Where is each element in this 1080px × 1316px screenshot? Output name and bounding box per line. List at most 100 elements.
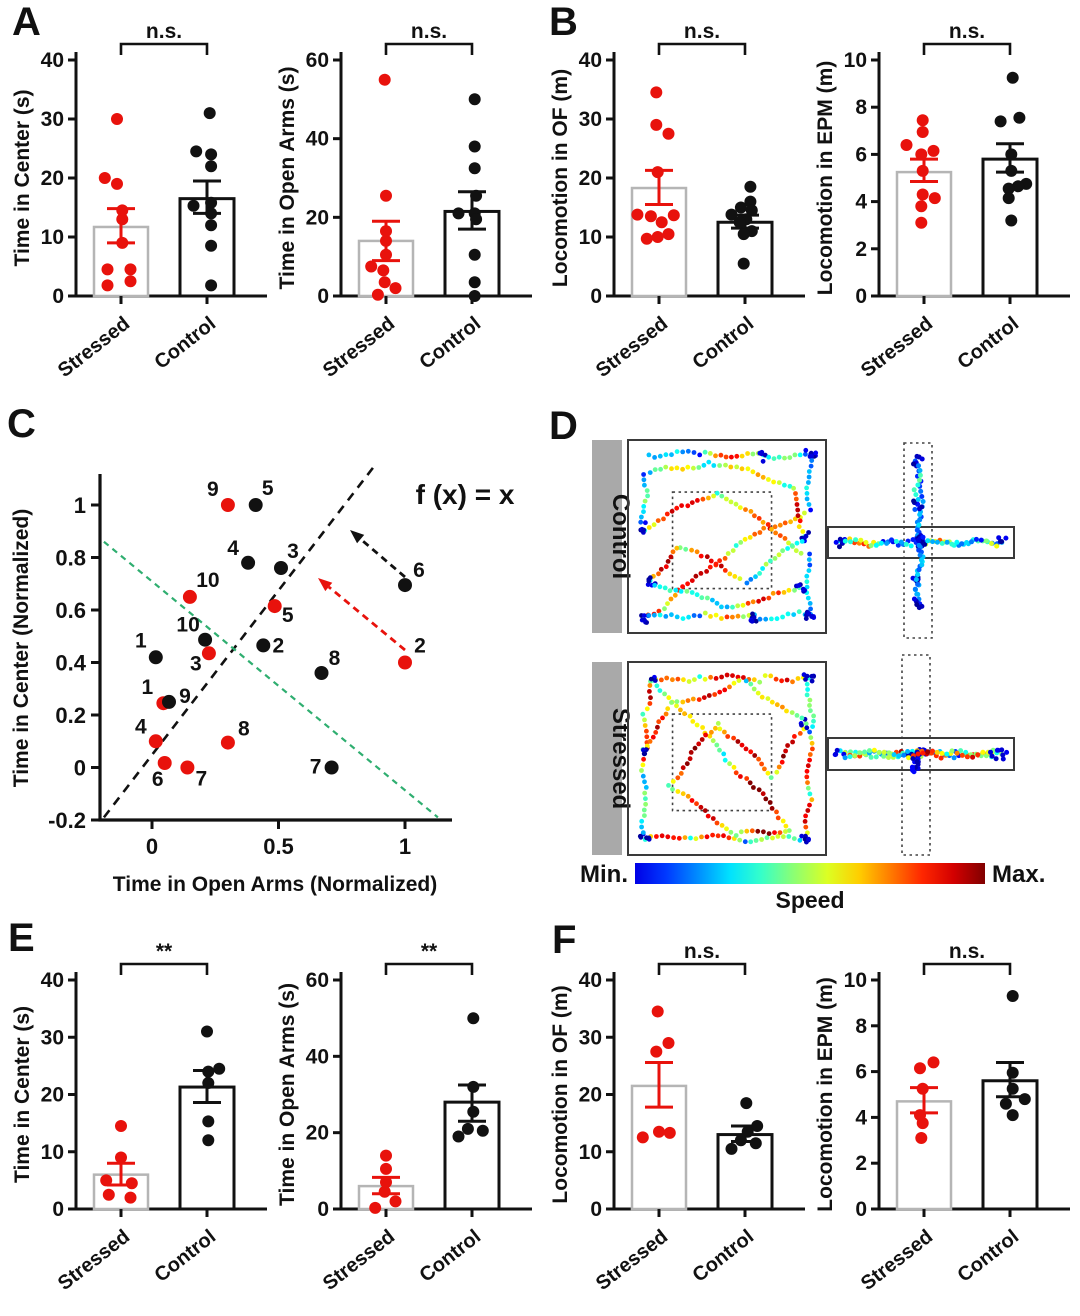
point-label: 3 [287, 540, 299, 563]
sig-label: n.s. [684, 20, 720, 43]
bar-chart: 0 2 4 6 8 10 Locomotion in EPM (m) Stressed Cont… [814, 20, 1070, 382]
sig-bracket [384, 962, 474, 975]
y-tick-label: 1 [74, 493, 86, 518]
y-tick-label: 20 [579, 1084, 602, 1107]
y-tick-label: 2 [855, 238, 867, 261]
category-label-stressed: Stressed [319, 313, 399, 382]
sig-label: n.s. [949, 940, 985, 963]
sig-label: n.s. [411, 20, 447, 43]
stressed-data-points [636, 1005, 676, 1144]
x-tick-label: 1 [399, 834, 411, 859]
point-label: 7 [196, 768, 208, 791]
panel-label-a: A [12, 0, 41, 44]
category-label-control: Control [416, 313, 486, 374]
bar-chart: 0 20 40 60 Time in Open Arms (s) Stressed Cont… [276, 20, 532, 382]
y-tick-label: 0.6 [55, 598, 86, 623]
y-tick-label: 0.2 [55, 703, 86, 728]
panel-a-chart-time-in-open-arms: 0 20 40 60 Time in Open Arms (s) Stressed Cont… [276, 20, 532, 382]
y-tick-label: 40 [306, 128, 329, 151]
control-data-points [452, 93, 483, 302]
category-label-control: Control [954, 313, 1024, 374]
y-tick-label: 0 [590, 285, 602, 308]
stressed-row-label: Stressed [607, 708, 634, 809]
trajectory-panel: Control Stressed Min. Max. Speed [580, 439, 1045, 913]
panel-label-c: C [7, 402, 36, 446]
bar-chart: 0 20 40 60 Time in Open Arms (s) Stressed Cont… [276, 940, 532, 1295]
bar-chart: 0 10 20 30 40 Locomotion in OF (m) Stressed Con… [549, 940, 805, 1295]
point-label: 10 [196, 569, 219, 592]
y-tick-label: -0.2 [48, 808, 86, 833]
stressed-open-field-box [627, 661, 827, 856]
sig-label: n.s. [949, 20, 985, 43]
bar-chart: 0 10 20 30 40 Time in Center (s) Stressed Contr… [11, 20, 267, 382]
sig-bracket [657, 962, 747, 975]
y-tick-label: 0 [317, 285, 329, 308]
sig-label: n.s. [684, 940, 720, 963]
colorbar-max-label: Max. [992, 861, 1045, 888]
y-tick-label: 10 [579, 226, 602, 249]
category-label-stressed: Stressed [857, 1226, 937, 1295]
y-axis-label: Time in Open Arms (s) [276, 983, 299, 1206]
y-tick-label: 30 [41, 1026, 64, 1049]
panel-b-chart-locomotion-epm: 0 2 4 6 8 10 Locomotion in EPM (m) Stressed Cont… [814, 20, 1070, 382]
y-axis-label: Time in Center (Normalized) [10, 509, 33, 788]
y-tick-label: 0 [590, 1198, 602, 1221]
sig-bracket [119, 962, 209, 975]
y-tick-label: 0.8 [55, 546, 86, 571]
sig-label: n.s. [146, 20, 182, 43]
y-axis-label: Time in Open Arms (s) [276, 67, 299, 290]
y-tick-label: 20 [306, 1122, 329, 1145]
sig-label: ** [156, 940, 173, 963]
control-bar [178, 1085, 236, 1211]
sig-bracket [384, 42, 474, 55]
identity-line [102, 464, 376, 819]
y-tick-label: 0 [855, 285, 867, 308]
control-data-points [994, 71, 1033, 227]
y-tick-label: 20 [306, 206, 329, 229]
y-tick-label: 4 [855, 191, 867, 214]
y-tick-label: 10 [41, 226, 64, 249]
category-label-stressed: Stressed [54, 1226, 134, 1295]
y-tick-label: 30 [41, 108, 64, 131]
control-of-trajectory [638, 447, 819, 625]
control-epm-open-arms [903, 442, 933, 639]
bar-chart: 0 10 20 30 40 Time in Center (s) Stressed Contr… [11, 940, 267, 1295]
control-data-points [999, 990, 1031, 1122]
panel-e-chart-time-in-open-arms: 0 20 40 60 Time in Open Arms (s) Stressed Cont… [276, 940, 532, 1295]
y-tick-label: 30 [579, 108, 602, 131]
stressed-epm-trajectory [832, 747, 1010, 762]
colorbar-caption: Speed [775, 887, 844, 913]
category-label-control: Control [151, 313, 221, 374]
point-label: 4 [135, 715, 147, 738]
y-axis-label: Time in Center (s) [11, 1006, 34, 1183]
point-label: 5 [282, 604, 294, 627]
stressed-label-bar [592, 662, 622, 855]
y-tick-label: 0 [52, 285, 64, 308]
bar-chart: 0 2 4 6 8 10 Locomotion in EPM (m) Stressed Cont… [814, 940, 1070, 1295]
x-tick-label: 0.5 [263, 834, 294, 859]
stressed-error-bar [645, 1060, 673, 1109]
panel-e-chart-time-in-center: 0 10 20 30 40 Time in Center (s) Stressed Contr… [11, 940, 267, 1295]
point-label: 3 [190, 652, 202, 675]
y-tick-label: 20 [41, 1084, 64, 1107]
category-label-stressed: Stressed [319, 1226, 399, 1295]
y-tick-label: 40 [306, 1045, 329, 1068]
point-label: 1 [142, 676, 154, 699]
control-data-points [725, 180, 758, 270]
stressed-data-points [369, 1149, 402, 1214]
sig-bracket [657, 42, 747, 55]
y-tick-label: 20 [579, 167, 602, 190]
y-tick-label: 0 [855, 1198, 867, 1221]
y-tick-label: 30 [579, 1026, 602, 1049]
y-axis-label: Locomotion in EPM (m) [814, 977, 837, 1211]
category-label-control: Control [416, 1226, 486, 1287]
y-axis-label: Time in Center (s) [11, 90, 34, 267]
point-label: 1 [135, 629, 147, 652]
category-label-stressed: Stressed [592, 313, 672, 382]
y-tick-label: 10 [579, 1141, 602, 1164]
control-data-points [201, 1025, 226, 1147]
y-tick-label: 0.4 [55, 651, 86, 676]
panel-label-f: F [552, 918, 577, 962]
colorbar-min-label: Min. [580, 861, 628, 888]
